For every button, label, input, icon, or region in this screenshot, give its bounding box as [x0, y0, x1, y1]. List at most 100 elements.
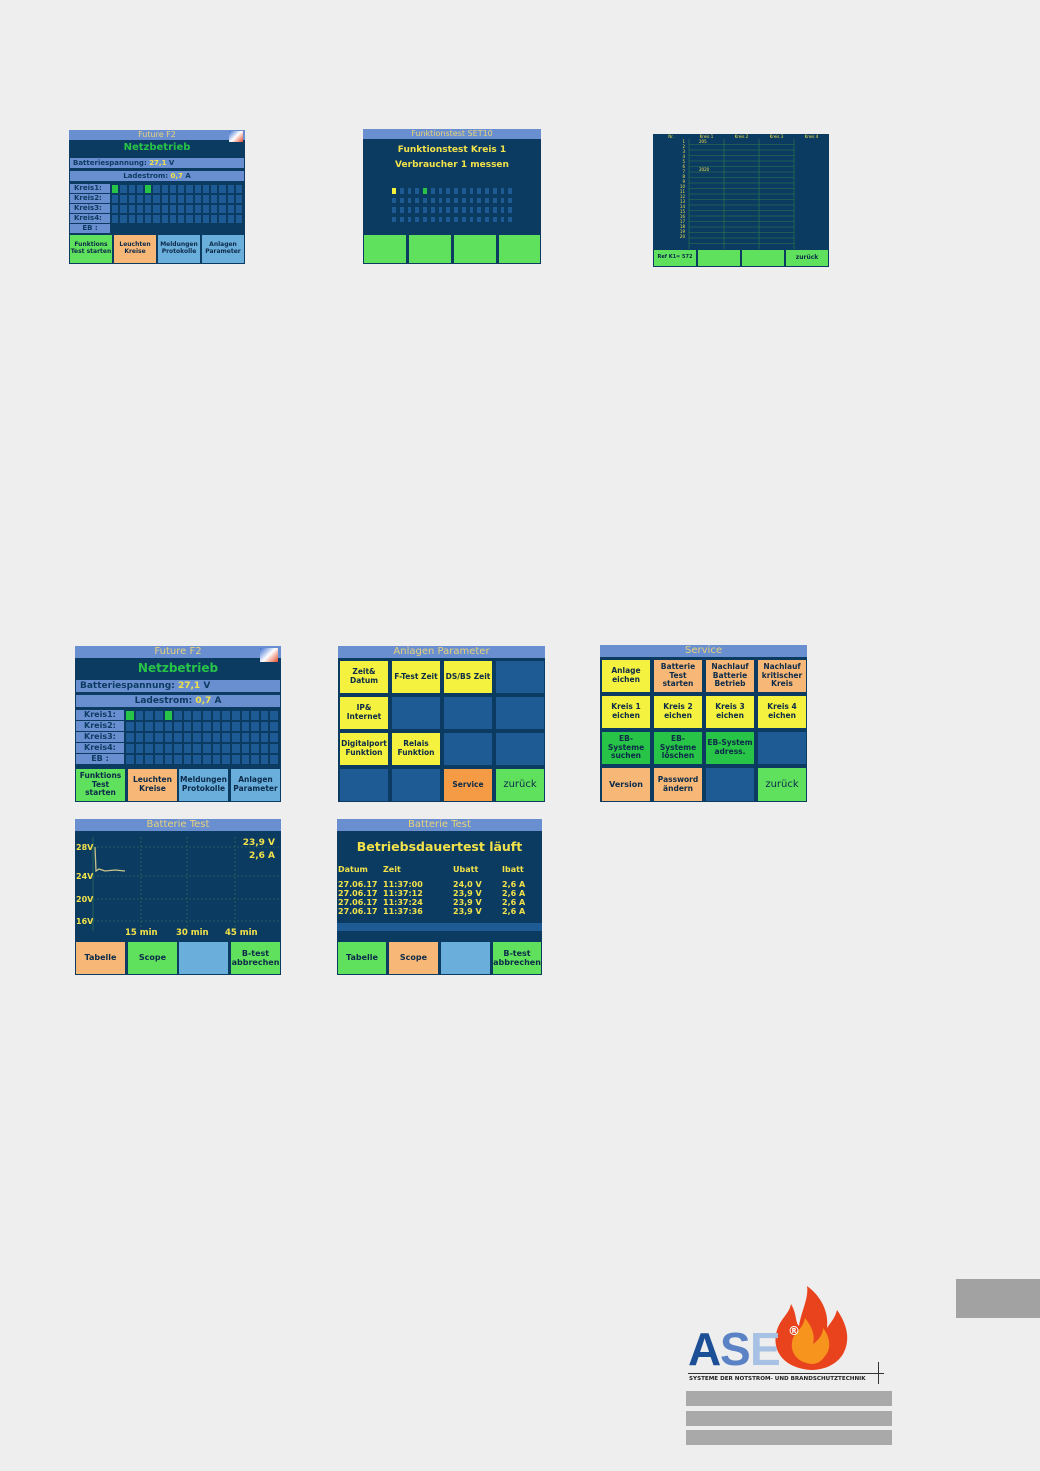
row-number: 9 — [682, 179, 685, 184]
circuit-label: Kreis1: — [76, 710, 124, 720]
grid-cell — [211, 732, 222, 743]
back-button[interactable]: zurück — [495, 768, 545, 802]
grid-cell — [460, 196, 467, 204]
empty-key — [339, 768, 389, 802]
main-screen-small: Future F2 Netzbetrieb Batteriespannung: … — [69, 130, 245, 264]
digitalport-button[interactable]: Digitalport Funktion — [339, 732, 389, 766]
screen-title: Batterie Test — [75, 819, 281, 831]
grid-cell — [192, 743, 202, 754]
ds-bs-time-button[interactable]: DS/BS Zeit — [443, 660, 493, 694]
scope-button[interactable]: Scope — [388, 941, 439, 975]
grid-cell — [144, 184, 153, 194]
brand-e: E — [750, 1323, 781, 1375]
grid-cell — [211, 743, 222, 754]
grid-cell — [499, 215, 506, 223]
screen-title: Service — [600, 645, 807, 657]
eb-address-button[interactable]: EB-System adress. — [705, 731, 755, 765]
charge-row: Ladestrom: 0,7 A — [70, 171, 244, 181]
critical-overrun-button[interactable]: Nachlauf kritischer Kreis — [757, 659, 807, 693]
grid-cell — [484, 215, 490, 223]
grid-cell — [230, 721, 241, 732]
grid-cell — [119, 214, 128, 224]
grid-cell — [185, 214, 194, 224]
battery-test-button[interactable]: Batterie Test starten — [653, 659, 703, 693]
lights-circuits-button[interactable]: Leuchten Kreise — [113, 234, 157, 264]
function-test-button[interactable]: Funktions Test starten — [69, 234, 113, 264]
back-button[interactable]: zurück — [785, 249, 829, 267]
eb-delete-button[interactable]: EB-Systeme löschen — [653, 731, 703, 765]
grid-cell — [173, 732, 183, 743]
table-grid — [688, 139, 795, 249]
grid-cell — [193, 204, 202, 214]
circuit-status-grid — [125, 710, 279, 765]
system-parameters-button[interactable]: Anlagen Parameter — [201, 234, 245, 264]
grid-cell — [119, 184, 128, 194]
grid-cell — [182, 710, 193, 721]
grid-cell — [240, 754, 251, 765]
messages-button[interactable]: Meldungen Protokolle — [157, 234, 201, 264]
soft-key-2[interactable] — [408, 234, 452, 264]
soft-key-3[interactable] — [741, 249, 785, 267]
back-button[interactable]: zurück — [757, 767, 807, 802]
grid-cell — [269, 754, 279, 765]
battery-overrun-button[interactable]: Nachlauf Batterie Betrieb — [705, 659, 755, 693]
grid-cell — [226, 214, 235, 224]
screen-title: Future F2 — [69, 130, 245, 140]
table-cell: 11:37:24 — [383, 898, 423, 907]
eb-search-button[interactable]: EB-Systeme suchen — [601, 731, 651, 765]
grid-cell — [230, 743, 241, 754]
grid-cell — [391, 187, 397, 195]
messages-button[interactable]: Meldungen Protokolle — [178, 768, 229, 802]
service-button[interactable]: Service — [443, 768, 493, 802]
change-password-button[interactable]: Password ändern — [653, 767, 703, 802]
soft-key-4[interactable] — [498, 234, 541, 264]
table-cell: 27.06.17 — [338, 880, 378, 889]
table-button[interactable]: Tabelle — [337, 941, 387, 975]
grid-cell — [221, 754, 231, 765]
grid-cell — [406, 196, 413, 204]
grid-cell — [201, 194, 210, 204]
grid-cell — [168, 214, 177, 224]
calibrate-circuit-4-button[interactable]: Kreis 4 eichen — [757, 695, 807, 729]
lights-circuits-button[interactable]: Leuchten Kreise — [127, 768, 178, 802]
function-test-screen: Funktionstest SET10 Funktionstest Kreis … — [363, 129, 541, 264]
battery-value: 27,1 — [177, 681, 201, 691]
calibrate-circuit-2-button[interactable]: Kreis 2 eichen — [653, 695, 703, 729]
logo-underline — [688, 1373, 884, 1374]
scope-button[interactable]: Scope — [127, 941, 178, 975]
f-test-time-button[interactable]: F-Test Zeit — [391, 660, 441, 694]
soft-key-3[interactable] — [453, 234, 497, 264]
grid-cell — [221, 721, 231, 732]
screen-title: Anlagen Parameter — [338, 646, 545, 658]
grid-cell — [134, 710, 145, 721]
relay-function-button[interactable]: Relais Funktion — [391, 732, 441, 766]
function-test-button[interactable]: Funktions Test starten — [75, 768, 126, 802]
abort-battery-test-button[interactable]: B-test abbrechen — [230, 941, 281, 975]
battery-label: Batteriespannung: — [73, 159, 147, 167]
table-button[interactable]: Tabelle — [75, 941, 126, 975]
grid-cell — [398, 206, 405, 214]
grid-cell — [177, 184, 186, 194]
version-button[interactable]: Version — [601, 767, 651, 802]
soft-key-2[interactable] — [697, 249, 741, 267]
calibrate-circuit-3-button[interactable]: Kreis 3 eichen — [705, 695, 755, 729]
grid-cell — [134, 721, 145, 732]
grid-cell — [211, 710, 222, 721]
soft-key-1[interactable] — [363, 234, 407, 264]
battery-label: Batteriespannung: — [80, 681, 175, 691]
calibrate-circuit-1-button[interactable]: Kreis 1 eichen — [601, 695, 651, 729]
table-cell: 2,6 A — [502, 880, 526, 889]
ip-internet-button[interactable]: IP& Internet — [339, 696, 389, 730]
calibrate-system-button[interactable]: Anlage eichen — [601, 659, 651, 693]
system-parameters-button[interactable]: Anlagen Parameter — [230, 768, 281, 802]
grid-cell — [429, 187, 436, 195]
reference-button[interactable]: Ref K1= 572 — [653, 249, 697, 267]
screen-title: Future F2 — [75, 646, 281, 658]
grid-cell — [127, 184, 136, 194]
time-date-button[interactable]: Zeit& Datum — [339, 660, 389, 694]
grid-cell — [144, 721, 154, 732]
grid-cell — [182, 743, 193, 754]
abort-battery-test-button[interactable]: B-test abbrechen — [492, 941, 542, 975]
grid-cell — [437, 187, 444, 195]
row-number: 10 — [679, 184, 685, 189]
